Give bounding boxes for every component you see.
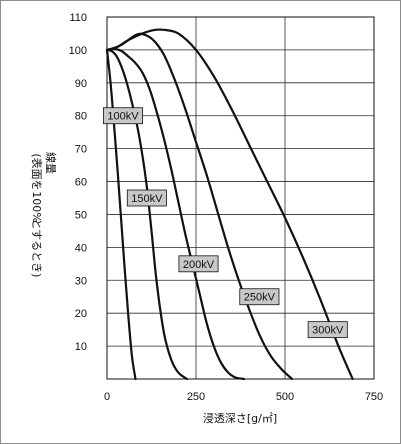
y-tick-label: 30	[75, 275, 87, 287]
y-axis-title-line-3: 100%	[30, 191, 43, 222]
curve-label-150kv: 150kV	[126, 189, 167, 207]
curve-label-text: 300kV	[312, 325, 344, 337]
y-tick-label: 100	[69, 45, 87, 57]
curve-label-box	[239, 288, 280, 306]
curve-label-text: 250kV	[244, 292, 276, 304]
y-axis-title-line-2: (表面を	[30, 153, 44, 190]
tick-labels: 10 20 30 40 50 60 70 80 90 100 110 0 250 500 750	[69, 12, 384, 403]
curve-label-text: 200kV	[183, 259, 215, 271]
curve-label-box	[307, 321, 348, 339]
y-tick-label: 20	[75, 308, 87, 320]
curve-label-100kv: 100kV	[103, 107, 144, 125]
curve-300kv	[105, 28, 354, 381]
y-tick-label: 70	[75, 144, 87, 156]
x-tick-label: 750	[365, 391, 383, 403]
curve-label-text: 100kV	[107, 111, 139, 123]
y-axis-title-line-1: 線量	[44, 152, 58, 174]
curve-200kv	[105, 47, 246, 381]
y-tick-label: 10	[75, 341, 87, 353]
y-tick-label: 90	[75, 78, 87, 90]
x-axis-title: 浸透深さ[g/㎡]	[203, 412, 277, 425]
curve-label-250kv: 250kV	[239, 288, 280, 306]
curve-label-text: 150kV	[131, 193, 163, 205]
x-tick-label: 250	[187, 391, 205, 403]
y-axis-title: 線量 (表面を 100% とするとき)	[30, 152, 58, 277]
curve-150kv	[105, 48, 189, 381]
x-tick-label: 500	[276, 391, 294, 403]
y-tick-label: 60	[75, 177, 87, 189]
y-tick-label: 50	[75, 209, 87, 221]
curve-label-200kv: 200kV	[178, 255, 219, 273]
y-tick-label: 110	[69, 12, 87, 24]
curve-label-box	[103, 107, 144, 125]
x-tick-label: 0	[104, 391, 110, 403]
y-tick-label: 80	[75, 111, 87, 123]
curve-label-box	[126, 189, 167, 207]
curve-labels: 100kV 150kV 200kV 250kV 300kV	[103, 107, 348, 339]
y-axis-title-line-4: とするとき)	[30, 219, 43, 278]
curve-label-box	[178, 255, 219, 273]
curves	[105, 28, 354, 381]
y-tick-label: 40	[75, 242, 87, 254]
curve-label-300kv: 300kV	[307, 321, 348, 339]
gridlines	[107, 17, 374, 379]
curve-100kv	[105, 48, 137, 381]
